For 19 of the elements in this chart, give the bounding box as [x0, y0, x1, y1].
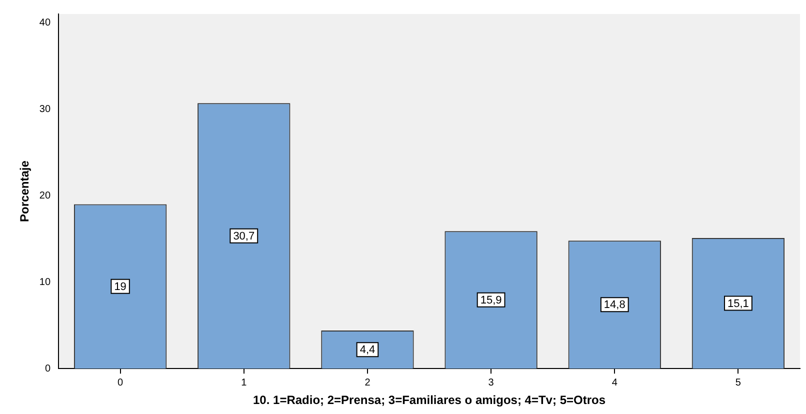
y-tick-label: 10 — [39, 276, 51, 288]
data-label: 4,4 — [360, 344, 376, 356]
x-tick-label: 4 — [612, 377, 618, 388]
data-label: 19 — [114, 280, 126, 293]
y-tick-label: 40 — [39, 17, 51, 28]
x-axis-title: 10. 1=Radio; 2=Prensa; 3=Familiares o amigos; 4=Tv; 5=Otros — [253, 393, 606, 408]
data-label: 15,1 — [728, 298, 749, 310]
y-axis-title: Porcentaje — [18, 160, 32, 222]
y-tick-label: 20 — [39, 190, 51, 202]
data-label: 15,9 — [480, 294, 502, 306]
y-tick-label: 0 — [44, 363, 51, 374]
x-tick-label: 5 — [735, 377, 742, 388]
x-tick-label: 2 — [364, 377, 371, 388]
data-label: 14,8 — [604, 299, 626, 312]
data-label: 30,7 — [233, 230, 255, 242]
x-tick-label: 3 — [488, 377, 494, 388]
y-tick-label: 30 — [39, 104, 51, 115]
x-tick-label: 0 — [118, 377, 124, 388]
x-tick-label: 1 — [241, 377, 248, 388]
